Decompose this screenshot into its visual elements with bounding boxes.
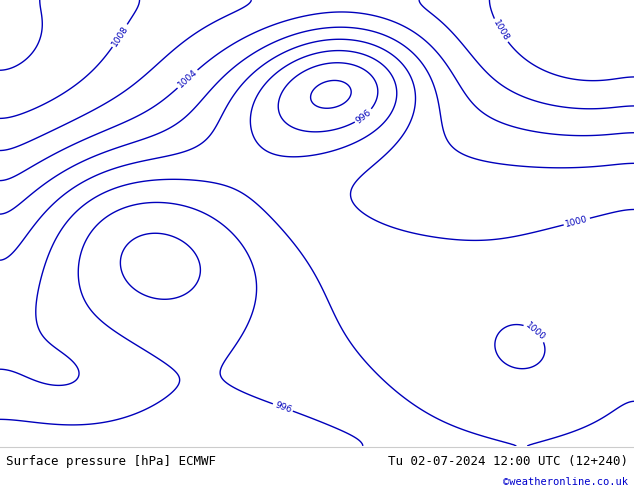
Text: 1004: 1004 bbox=[176, 68, 199, 90]
Text: 1000: 1000 bbox=[524, 321, 547, 343]
Text: Surface pressure [hPa] ECMWF: Surface pressure [hPa] ECMWF bbox=[6, 455, 216, 468]
Text: 996: 996 bbox=[273, 400, 292, 415]
Text: 1008: 1008 bbox=[110, 24, 130, 48]
Text: 996: 996 bbox=[354, 107, 373, 125]
Text: 1008: 1008 bbox=[491, 19, 510, 43]
Text: Tu 02-07-2024 12:00 UTC (12+240): Tu 02-07-2024 12:00 UTC (12+240) bbox=[387, 455, 628, 468]
Text: ©weatheronline.co.uk: ©weatheronline.co.uk bbox=[503, 477, 628, 487]
Text: 1000: 1000 bbox=[564, 214, 589, 229]
